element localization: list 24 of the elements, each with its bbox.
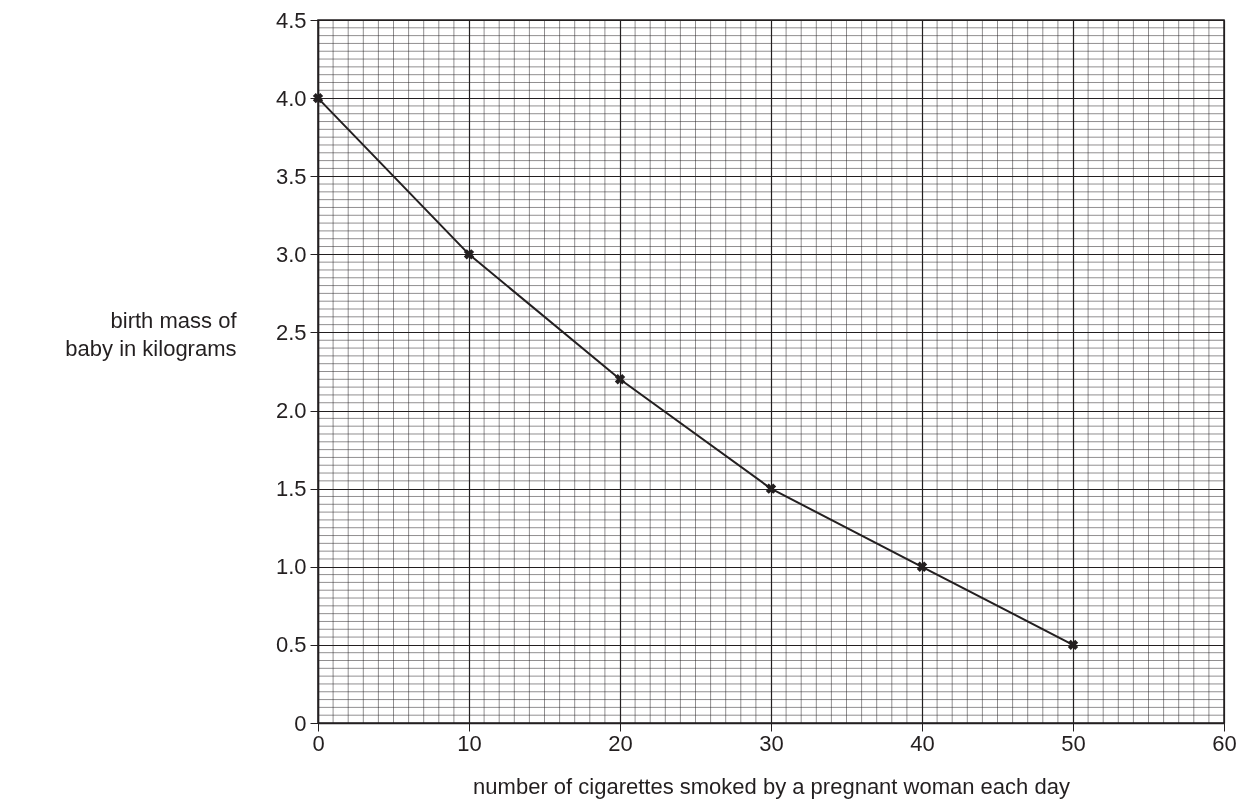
y-tick-label: 3.0 — [275, 241, 307, 267]
point — [916, 561, 928, 572]
y-tick-label: 3.5 — [275, 163, 307, 189]
y-tick-label: 2.5 — [275, 319, 307, 345]
point — [765, 483, 777, 494]
x-tick-label: 0 — [312, 730, 325, 756]
x-axis-title: number of cigarettes smoked by a pregnant woman each day — [473, 773, 1070, 799]
point — [1067, 639, 1079, 651]
y-tick-label: 2.0 — [275, 398, 307, 424]
y-tick-label: 1.5 — [275, 476, 307, 502]
point — [614, 374, 626, 385]
y-axis-title: birth mass of baby in kilograms — [65, 307, 238, 361]
y-tick-label: 0 — [294, 710, 307, 736]
point — [463, 249, 475, 260]
x-tick-label: 60 — [1212, 730, 1237, 756]
y-tick-label: 0.5 — [275, 632, 307, 658]
x-tick-label: 20 — [608, 730, 633, 756]
x-tick-label: 30 — [759, 730, 784, 756]
x-tick-label: 40 — [910, 730, 935, 756]
x-tick-label: 50 — [1061, 730, 1086, 756]
x-tick-label: 10 — [457, 730, 482, 756]
y-tick-label: 4.0 — [275, 85, 307, 111]
y-tick-label: 4.5 — [275, 7, 307, 33]
y-tick-label: 1.0 — [275, 554, 307, 580]
